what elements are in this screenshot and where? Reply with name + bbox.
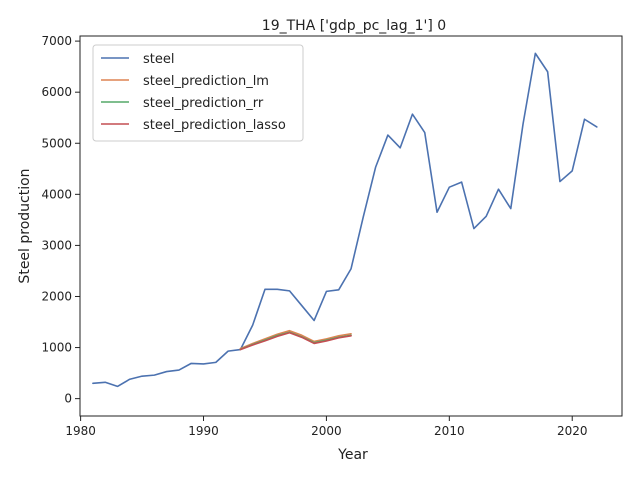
plot-area bbox=[79, 35, 623, 417]
series-line-steel_prediction_lasso bbox=[239, 331, 352, 351]
y-tick-label: 1000 bbox=[41, 341, 72, 355]
series-lines bbox=[92, 52, 598, 388]
legend-label: steel bbox=[143, 52, 174, 67]
series-line-steel bbox=[92, 52, 598, 388]
x-axis-label: Year bbox=[337, 447, 368, 463]
series-line-steel_prediction_lm bbox=[239, 329, 352, 350]
chart-title: 19_THA ['gdp_pc_lag_1'] 0 bbox=[262, 18, 446, 34]
legend-label: steel_prediction_lm bbox=[143, 74, 269, 89]
x-tick-label: 1990 bbox=[188, 424, 219, 438]
y-tick-label: 2000 bbox=[41, 289, 72, 303]
legend: steel steel_prediction_lm steel_prediction… bbox=[92, 44, 304, 142]
axes: 1980 1990 2000 2010 2020 0 1000 2000 3000 4000 500… bbox=[41, 34, 587, 438]
legend-box bbox=[92, 44, 304, 142]
y-tick-label: 0 bbox=[64, 392, 72, 406]
y-tick-label: 7000 bbox=[41, 34, 72, 48]
legend-label: steel_prediction_rr bbox=[143, 96, 264, 111]
y-tick-label: 5000 bbox=[41, 136, 72, 150]
x-tick-label: 2000 bbox=[311, 424, 342, 438]
y-tick-label: 4000 bbox=[41, 187, 72, 201]
y-axis-label: Steel production bbox=[17, 168, 33, 283]
legend-label: steel_prediction_lasso bbox=[143, 118, 286, 133]
plot-frame bbox=[79, 35, 623, 417]
x-tick-label: 1980 bbox=[65, 424, 96, 438]
y-tick-label: 3000 bbox=[41, 238, 72, 252]
x-tick-label: 2020 bbox=[557, 424, 588, 438]
y-tick-label: 6000 bbox=[41, 85, 72, 99]
x-tick-label: 2010 bbox=[434, 424, 465, 438]
